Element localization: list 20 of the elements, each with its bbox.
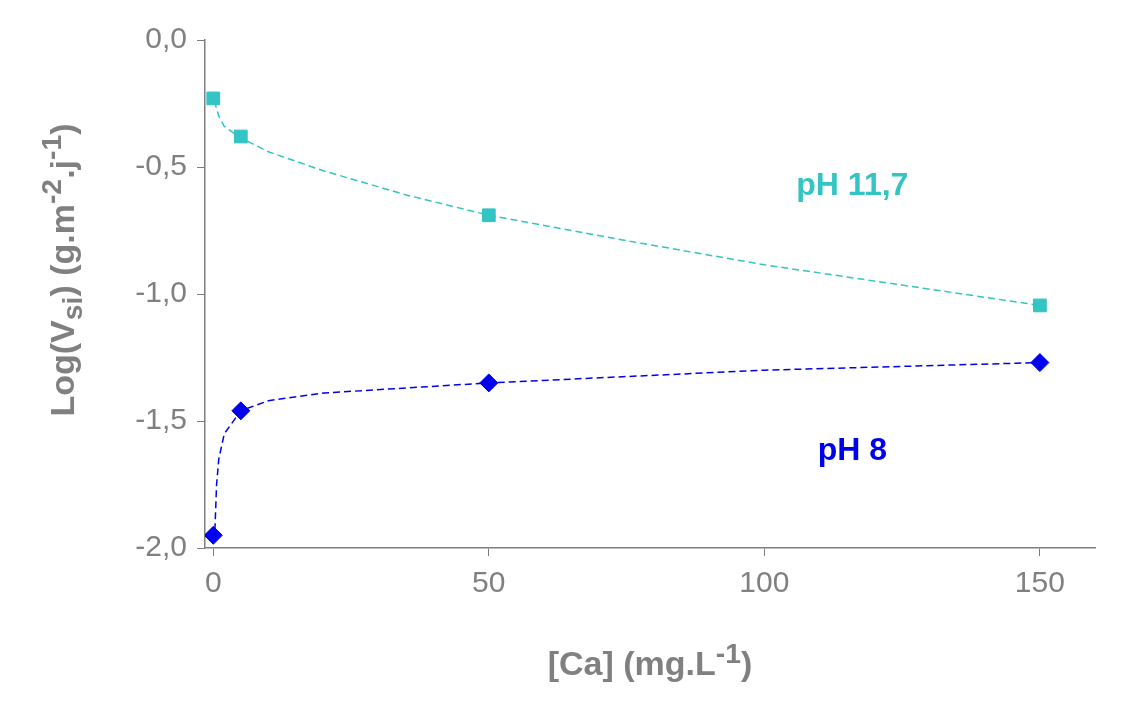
point — [233, 129, 248, 144]
text: pH 8 — [817, 430, 888, 467]
point — [1030, 353, 1050, 373]
y-tick-label: -2,0 — [135, 529, 187, 563]
point — [1033, 298, 1047, 313]
x-axis-title: [Ca] (mg.L$^{-1}$) — [547, 636, 753, 684]
point — [479, 373, 499, 393]
y-tick-label: -1,0 — [135, 275, 187, 309]
x-tick-label: 150 — [1014, 565, 1065, 599]
point — [231, 401, 251, 421]
point — [481, 208, 496, 223]
x-tick-label: 100 — [739, 565, 790, 599]
text: pH 11,7 — [796, 166, 909, 203]
y-tick-label: -0,5 — [135, 148, 187, 182]
x-tick-label: 50 — [472, 565, 506, 599]
y-tick-label: -1,5 — [135, 402, 187, 436]
x-tick-label: 0 — [204, 565, 222, 599]
point — [206, 91, 221, 106]
point — [205, 525, 223, 545]
y-tick-label: 0,0 — [145, 21, 187, 55]
